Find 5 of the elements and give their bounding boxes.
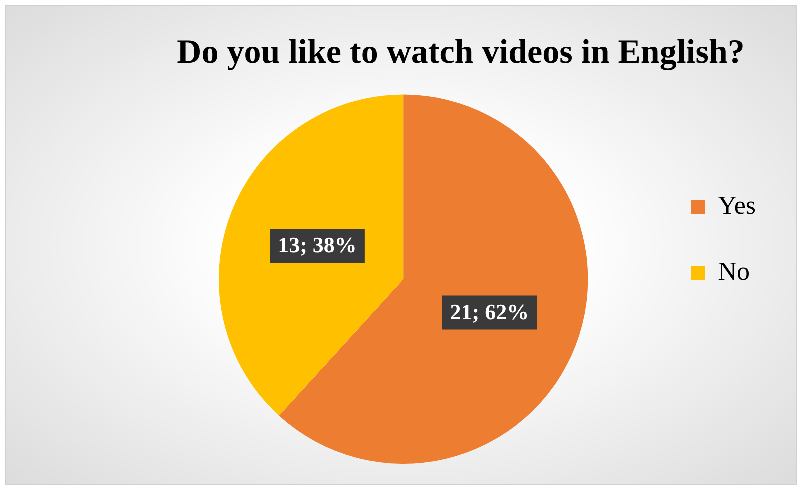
legend-label: Yes bbox=[718, 190, 756, 220]
chart-title: Do you like to watch videos in English? bbox=[177, 34, 745, 72]
data-label: 21; 62% bbox=[450, 299, 530, 324]
legend-label: No bbox=[718, 256, 750, 286]
data-label: 13; 38% bbox=[278, 232, 357, 258]
